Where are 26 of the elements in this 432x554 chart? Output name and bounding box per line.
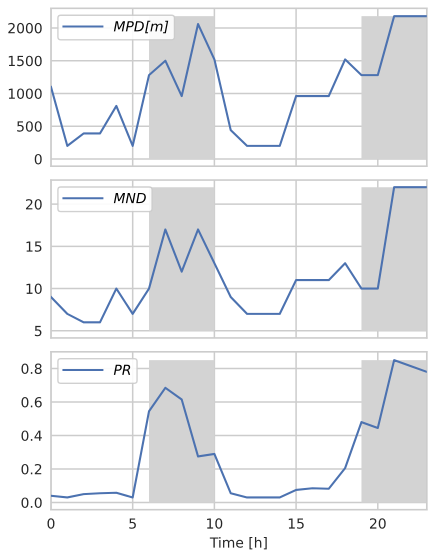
y-tick-label: 15 — [26, 241, 42, 252]
x-tick-label: 5 — [129, 518, 136, 529]
y-tick-label: 0.6 — [21, 396, 42, 408]
y-tick-label: 1500 — [8, 56, 42, 66]
y-tick-label: 5 — [34, 326, 42, 336]
legend-label: MPD[m] — [114, 20, 168, 34]
legend-label: MND — [114, 192, 146, 204]
x-tick-label: 20 — [370, 518, 386, 529]
y-tick-label: 1000 — [8, 88, 42, 99]
x-tick-label: 15 — [288, 518, 304, 529]
y-tick-label: 0 — [34, 154, 42, 164]
x-tick-label: 0 — [47, 518, 54, 529]
y-tick-label: 0.2 — [21, 464, 42, 474]
legend-label: PR — [114, 364, 130, 375]
x-tick-label: 10 — [207, 518, 222, 529]
y-tick-label: 0.0 — [21, 497, 42, 508]
line-series — [50, 359, 427, 498]
y-tick-label: 500 — [17, 121, 42, 132]
y-tick-label: 10 — [26, 284, 42, 294]
y-tick-label: 0.8 — [21, 364, 42, 374]
line-series — [50, 15, 427, 147]
y-tick-label: 0.4 — [21, 430, 42, 441]
y-tick-label: 20 — [26, 199, 42, 210]
line-series — [50, 186, 427, 324]
y-tick-label: 2000 — [8, 22, 42, 34]
x-axis-title: Time [h] — [210, 537, 267, 550]
